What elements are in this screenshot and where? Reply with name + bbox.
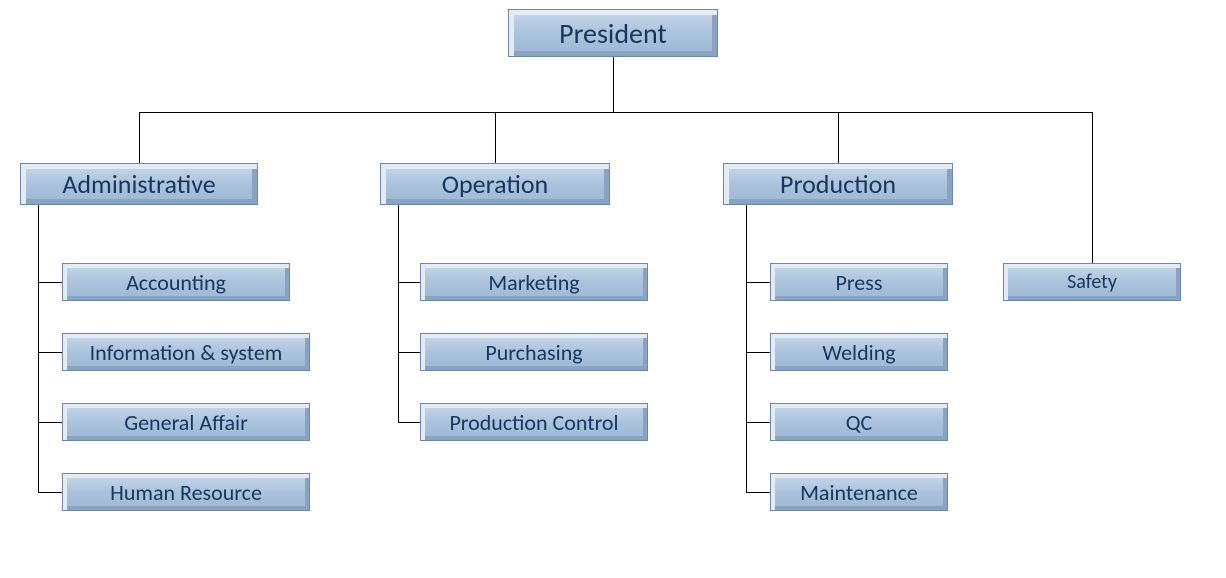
connector: [139, 112, 140, 163]
label-info-system: Information & system: [90, 339, 283, 366]
node-operation: Operation: [380, 163, 610, 205]
org-chart-canvas: President Administrative Operation Produ…: [0, 0, 1226, 578]
label-human-resource: Human Resource: [110, 479, 262, 506]
connector: [495, 112, 496, 163]
label-safety: Safety: [1067, 270, 1117, 294]
node-safety: Safety: [1003, 263, 1181, 301]
connector: [746, 352, 770, 353]
node-purchasing: Purchasing: [420, 333, 648, 371]
node-production: Production: [723, 163, 953, 205]
connector: [38, 282, 62, 283]
node-info-system: Information & system: [62, 333, 310, 371]
label-prod-control: Production Control: [449, 409, 618, 436]
label-purchasing: Purchasing: [485, 339, 582, 366]
connector: [613, 57, 614, 112]
node-press: Press: [770, 263, 948, 301]
label-accounting: Accounting: [126, 269, 226, 296]
connector: [38, 422, 62, 423]
connector: [746, 492, 770, 493]
connector: [398, 422, 420, 423]
connector: [838, 112, 839, 163]
node-human-resource: Human Resource: [62, 473, 310, 511]
connector: [38, 205, 39, 492]
label-qc: QC: [846, 409, 873, 436]
label-press: Press: [836, 269, 883, 296]
node-accounting: Accounting: [62, 263, 290, 301]
label-operation: Operation: [442, 168, 548, 200]
connector: [746, 282, 770, 283]
label-production: Production: [780, 168, 896, 200]
node-general-affair: General Affair: [62, 403, 310, 441]
connector: [398, 352, 420, 353]
connector: [398, 282, 420, 283]
connector: [746, 205, 747, 492]
label-administrative: Administrative: [62, 168, 215, 200]
label-president: President: [559, 16, 667, 51]
node-president: President: [508, 9, 718, 57]
node-welding: Welding: [770, 333, 948, 371]
connector: [38, 352, 62, 353]
node-administrative: Administrative: [20, 163, 258, 205]
node-marketing: Marketing: [420, 263, 648, 301]
label-marketing: Marketing: [488, 269, 579, 296]
node-prod-control: Production Control: [420, 403, 648, 441]
label-general-affair: General Affair: [124, 409, 248, 436]
connector: [38, 492, 62, 493]
node-qc: QC: [770, 403, 948, 441]
connector: [1092, 112, 1093, 282]
connector: [398, 205, 399, 422]
connector: [139, 112, 1092, 113]
connector: [746, 422, 770, 423]
node-maintenance: Maintenance: [770, 473, 948, 511]
label-maintenance: Maintenance: [800, 479, 918, 506]
label-welding: Welding: [822, 339, 895, 366]
